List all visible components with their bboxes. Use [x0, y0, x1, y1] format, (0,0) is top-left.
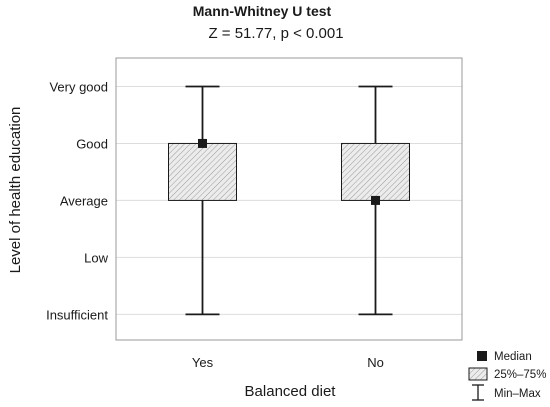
x-tick-label: No: [367, 355, 384, 370]
iqr-box: [168, 142, 237, 201]
y-tick-label: Average: [60, 193, 108, 208]
median-marker: [371, 195, 380, 205]
grid-lines: [116, 85, 462, 315]
box-no: [341, 85, 410, 316]
plot-frame: [115, 57, 463, 341]
y-tick-label: Insufficient: [46, 307, 108, 322]
legend-whisker-label: Min–Max: [494, 388, 541, 400]
x-axis-label: Balanced diet: [245, 383, 337, 400]
y-tick-label: Very good: [49, 79, 108, 94]
boxes: [168, 85, 410, 316]
x-axis-ticks: Yes No: [192, 355, 384, 370]
median-marker: [198, 138, 207, 148]
y-axis-ticks: Insufficient Low Average Good Very good: [46, 79, 109, 322]
y-tick-label: Low: [84, 250, 108, 265]
iqr-box: [341, 142, 410, 201]
legend-box-swatch: [468, 367, 488, 381]
chart-subtitle: Z = 51.77, p < 0.001: [208, 25, 343, 42]
box-yes: [168, 85, 237, 316]
y-tick-label: Good: [76, 136, 108, 151]
legend: Median 25%–75% Min–Max: [468, 351, 546, 401]
legend-box-label: 25%–75%: [494, 369, 546, 381]
legend-median-swatch: [477, 351, 487, 361]
legend-median-label: Median: [494, 351, 532, 363]
chart-title: Mann-Whitney U test: [193, 3, 332, 19]
y-axis-label: Level of health education: [7, 107, 24, 274]
x-tick-label: Yes: [192, 355, 214, 370]
legend-whisker-swatch: [472, 384, 484, 401]
